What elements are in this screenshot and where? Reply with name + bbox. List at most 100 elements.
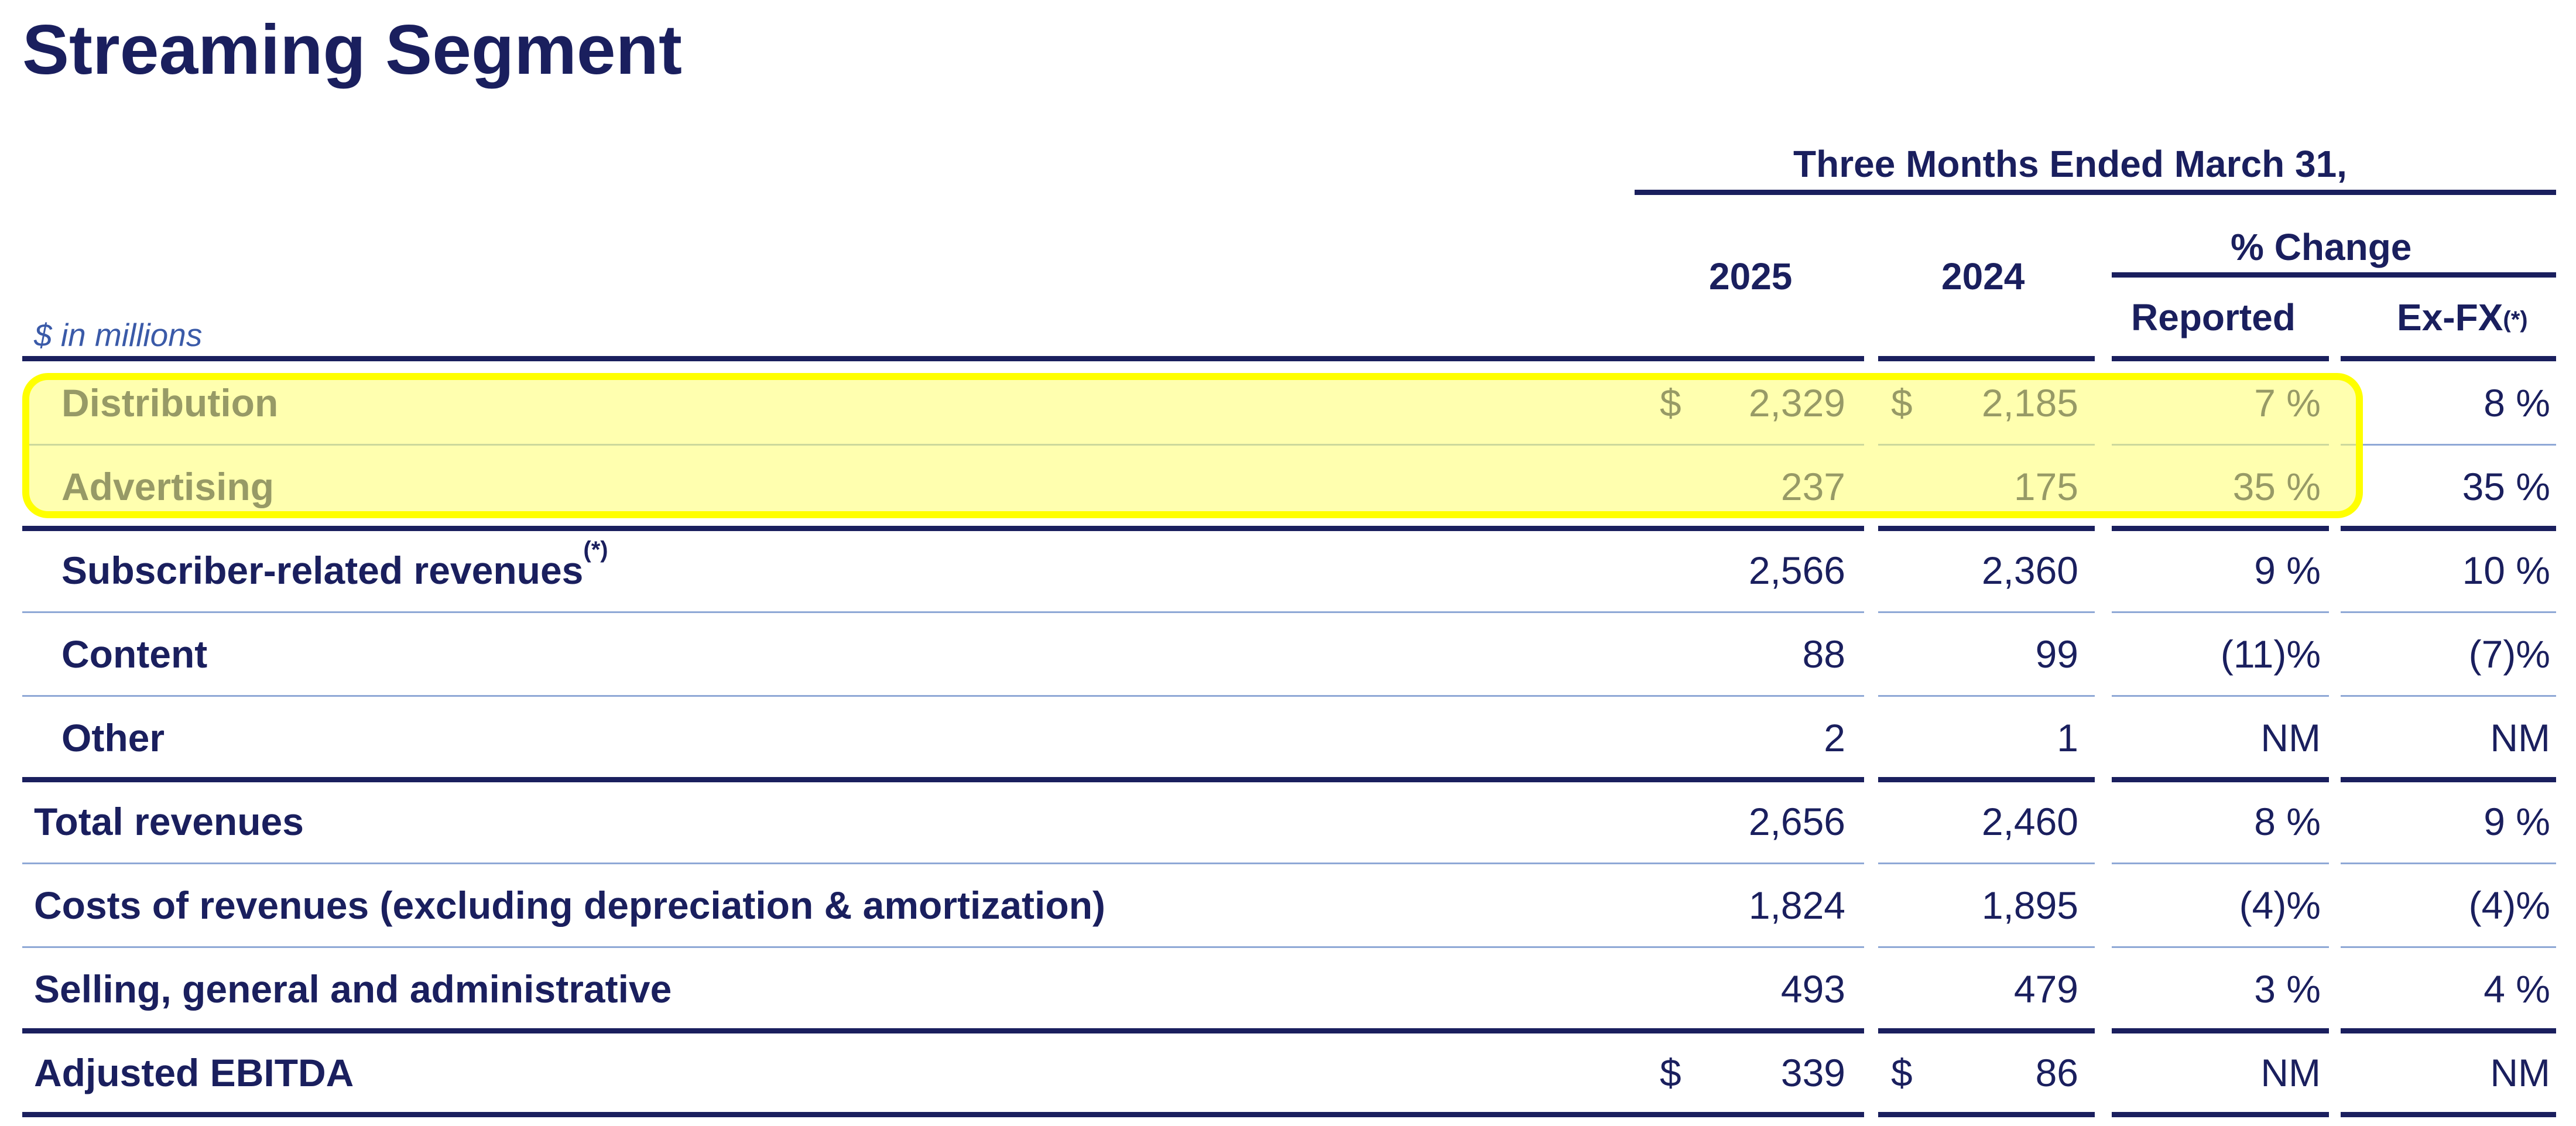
pct-change-reported: 8 %: [2254, 800, 2321, 843]
pct-change-reported: NM: [2260, 716, 2321, 759]
row-label: Content: [61, 612, 207, 696]
row-rule-thick: [22, 1028, 1864, 1033]
value-2025: 2,566: [1748, 549, 1845, 592]
row-rule-thick: [22, 1112, 1864, 1117]
row-rule-thick: [2341, 1028, 2556, 1033]
pct-change-exfx: 4 %: [2483, 967, 2550, 1011]
unit-note: $ in millions: [34, 317, 203, 353]
row-rule-thick: [22, 526, 1864, 531]
row-rule-thin: [1878, 863, 2095, 864]
row-label-text: Adjusted EBITDA: [34, 1051, 354, 1094]
row-rule-thin: [1878, 611, 2095, 613]
value-2024: 2,460: [1981, 800, 2078, 843]
row-rule-thick: [2341, 777, 2556, 782]
highlight-box: [22, 373, 2363, 518]
row-rule-thin: [2112, 611, 2329, 613]
row-rule-thick: [2112, 777, 2329, 782]
row-label-text: Content: [61, 632, 208, 676]
pct-change-exfx: 10 %: [2462, 549, 2550, 592]
row-rule-thick: [1878, 777, 2095, 782]
row-label-text: Costs of revenues (excluding depreciatio…: [34, 884, 1105, 927]
table-row: Total revenues 2,656 2,460 8 % 9 %: [0, 780, 2576, 864]
reported-header: Reported: [2131, 296, 2296, 338]
pct-change-exfx: (4)%: [2468, 884, 2550, 927]
period-header: Three Months Ended March 31,: [1793, 143, 2347, 185]
table-row: Subscriber-related revenues(*) 2,566 2,360…: [0, 529, 2576, 612]
header-bottom-rule-reported: [2112, 356, 2329, 361]
row-label: Costs of revenues (excluding depreciatio…: [34, 864, 1105, 947]
pct-change-exfx: 9 %: [2483, 800, 2550, 843]
pct-change-reported: 3 %: [2254, 967, 2321, 1011]
pct-change-reported: 9 %: [2254, 549, 2321, 592]
table-row: Other 2 1 NM NM: [0, 696, 2576, 780]
value-2025: 493: [1780, 967, 1845, 1011]
row-rule-thick: [2341, 1112, 2556, 1117]
row-rule-thin: [1878, 695, 2095, 697]
header-bottom-rule-exfx: [2341, 356, 2556, 361]
row-label-text: Total revenues: [34, 800, 304, 843]
row-label: Adjusted EBITDA: [34, 1031, 354, 1115]
row-rule-thin: [22, 695, 1864, 697]
pct-change-rule: [2112, 272, 2556, 278]
pct-change-exfx: NM: [2490, 716, 2550, 759]
row-rule-thick: [1878, 526, 2095, 531]
row-label: Selling, general and administrative: [34, 947, 672, 1031]
value-2025: 2,656: [1748, 800, 1845, 843]
row-label-text: Subscriber-related revenues: [61, 549, 584, 592]
footnote-mark: (*): [583, 537, 608, 563]
pct-change-reported: (11)%: [2220, 632, 2321, 676]
row-rule-thin: [2112, 946, 2329, 948]
col-2024-header: 2024: [1941, 255, 2025, 297]
value-2025: 2: [1824, 716, 1845, 759]
row-rule-thin: [2341, 444, 2556, 446]
pct-change-reported: NM: [2260, 1051, 2321, 1094]
pct-change-exfx: NM: [2490, 1051, 2550, 1094]
page-title: Streaming Segment: [22, 11, 682, 89]
row-rule-thin: [2341, 611, 2556, 613]
value-2024: 2,360: [1981, 549, 2078, 592]
table-row: Content 88 99 (11)% (7)%: [0, 612, 2576, 696]
value-2024: 86: [2035, 1051, 2078, 1094]
dollar-sign-2024: $: [1891, 1051, 1913, 1094]
row-rule-thick: [22, 777, 1864, 782]
value-2024: 1,895: [1981, 884, 2078, 927]
row-rule-thick: [2112, 1112, 2329, 1117]
row-label: Total revenues: [34, 780, 304, 864]
dollar-sign-2025: $: [1660, 1051, 1681, 1094]
row-rule-thick: [1878, 1112, 2095, 1117]
row-label: Other: [61, 696, 165, 780]
value-2024: 1: [2057, 716, 2078, 759]
value-2024: 99: [2035, 632, 2078, 676]
pct-change-exfx: 8 %: [2483, 381, 2550, 425]
row-rule-thin: [22, 611, 1864, 613]
exfx-footnote-mark: (*): [2503, 307, 2528, 333]
row-rule-thin: [22, 946, 1864, 948]
header-bottom-rule-2024: [1878, 356, 2095, 361]
row-label-text: Selling, general and administrative: [34, 967, 672, 1011]
row-rule-thin: [1878, 946, 2095, 948]
pct-change-reported: (4)%: [2239, 884, 2321, 927]
row-rule-thick: [1878, 1028, 2095, 1033]
period-header-rule: [1635, 190, 2556, 195]
row-rule-thin: [2112, 695, 2329, 697]
col-2025-header: 2025: [1709, 255, 1793, 297]
row-label: Subscriber-related revenues(*): [61, 529, 608, 612]
pct-change-exfx: (7)%: [2468, 632, 2550, 676]
pct-change-header: % Change: [2231, 226, 2412, 268]
row-rule-thick: [2112, 526, 2329, 531]
row-rule-thick: [2112, 1028, 2329, 1033]
row-rule-thin: [2341, 695, 2556, 697]
row-label-text: Other: [61, 716, 165, 759]
row-rule-thin: [2112, 863, 2329, 864]
value-2024: 479: [2013, 967, 2078, 1011]
value-2025: 88: [1802, 632, 1845, 676]
row-rule-thick: [2341, 526, 2556, 531]
row-rule-thin: [22, 863, 1864, 864]
exfx-header: Ex-FX(*): [2397, 299, 2528, 336]
table-row: Selling, general and administrative 493 47…: [0, 947, 2576, 1031]
table-row: Costs of revenues (excluding depreciatio…: [0, 864, 2576, 947]
value-2025: 339: [1780, 1051, 1845, 1094]
pct-change-exfx: 35 %: [2462, 465, 2550, 508]
row-rule-thin: [2341, 863, 2556, 864]
table-row: Adjusted EBITDA $339 $86 NM NM: [0, 1031, 2576, 1115]
